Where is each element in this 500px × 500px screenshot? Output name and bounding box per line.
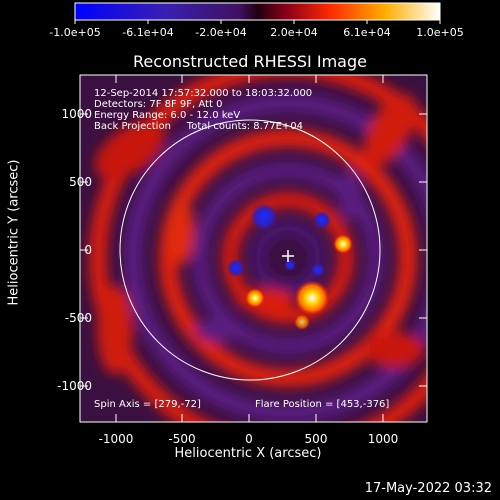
y-tick-label: -500 [64,311,92,325]
y-axis-label: Heliocentric Y (arcsec) [6,159,22,306]
y-tick-label: 500 [69,175,92,189]
info-line-method-counts: Back Projection Total counts: 8.77E+04 [94,121,303,132]
colorbar-tick-label: 1.0e+05 [416,26,464,39]
colorbar-tick-label: 6.1e+04 [343,26,391,39]
info-line-detectors: Detectors: 7F 8F 9F, Att 0 [94,99,223,110]
y-tick-label: 0 [84,243,92,257]
plot-title: Reconstructed RHESSI Image [133,52,367,71]
info-line-energy-range: Energy Range: 6.0 - 12.0 keV [94,110,241,121]
colorbar-tick-label: -6.1e+04 [122,26,174,39]
flare-position-label: Flare Position = [453,-376] [255,399,390,410]
colorbar-tick-label: -2.0e+04 [195,26,247,39]
x-axis-label: Heliocentric X (arcsec) [174,446,322,461]
y-tick-label: 1000 [61,107,92,121]
info-line-time-range: 12-Sep-2014 17:57:32.000 to 18:03:32.000 [94,88,313,99]
x-tick-label: 0 [245,432,253,446]
spin-axis-label: Spin Axis = [279,-72] [94,399,201,410]
x-tick-label: 500 [304,432,328,446]
x-tick-label: 1000 [367,432,399,446]
colorbar [74,2,441,24]
observation-info: 12-Sep-2014 17:57:32.000 to 18:03:32.000… [94,88,312,132]
y-tick-label: -1000 [57,379,92,393]
flare-marker [282,250,294,262]
x-tick-label: -1000 [98,432,134,446]
timestamp-footer: 17-May-2022 03:32 [364,481,492,496]
x-tick-label: -500 [168,432,196,446]
colorbar-tick-label: 2.0e+04 [270,26,318,39]
colorbar-tick-label: -1.0e+05 [49,26,101,39]
